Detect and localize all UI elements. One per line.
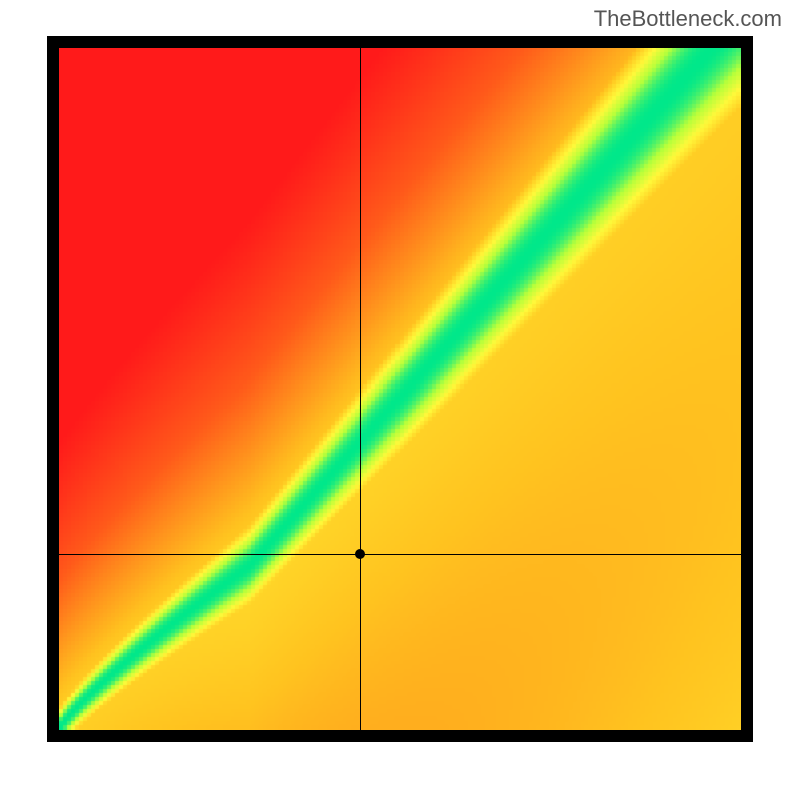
watermark-text: TheBottleneck.com: [594, 6, 782, 32]
crosshair-horizontal: [59, 554, 741, 555]
crosshair-marker: [355, 549, 365, 559]
heatmap-canvas: [59, 48, 741, 730]
plot-frame: [47, 36, 753, 742]
crosshair-vertical: [360, 48, 361, 730]
